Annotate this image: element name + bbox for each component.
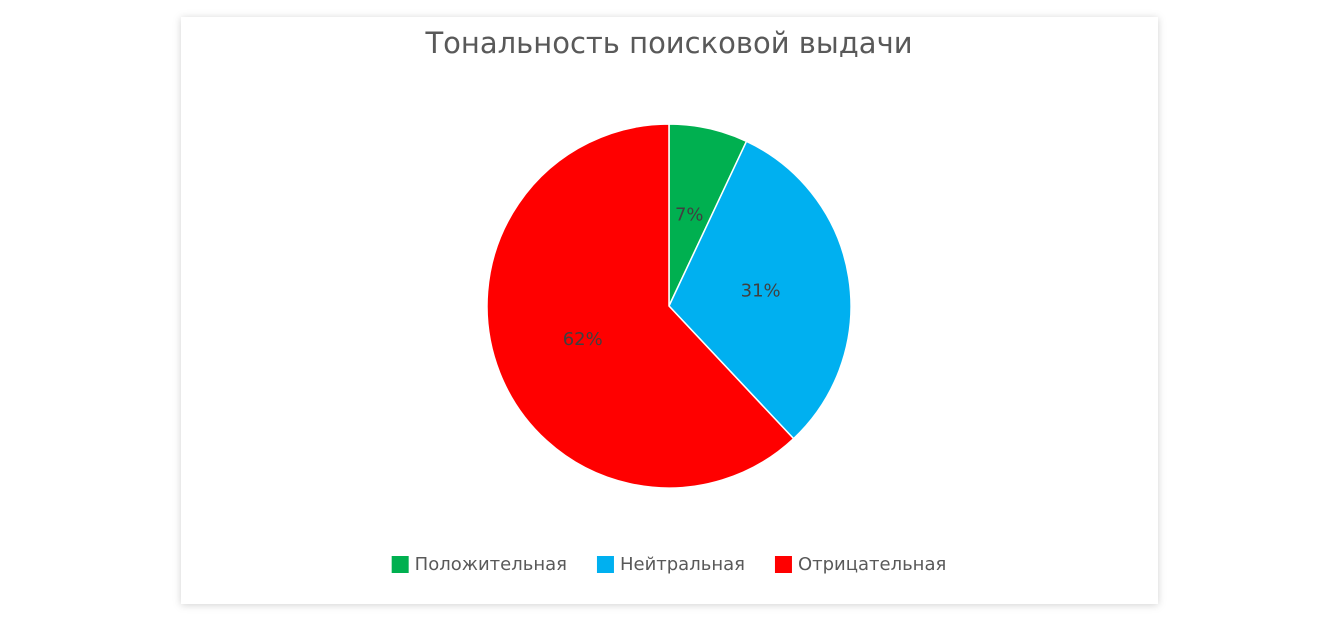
pie-slice bbox=[668, 140, 852, 440]
chart-title: Тональность поисковой выдачи bbox=[424, 26, 912, 60]
legend-swatch bbox=[774, 556, 792, 573]
data-label: 31% bbox=[741, 280, 781, 301]
legend-label: Отрицательная bbox=[798, 554, 946, 575]
legend-label: Положительная bbox=[415, 554, 567, 575]
legend-swatch bbox=[596, 556, 614, 573]
pie-slice bbox=[486, 123, 795, 489]
legend-swatch bbox=[391, 556, 409, 573]
data-label: 7% bbox=[675, 204, 704, 225]
legend-label: Нейтральная bbox=[620, 554, 745, 575]
data-label: 62% bbox=[563, 329, 603, 350]
